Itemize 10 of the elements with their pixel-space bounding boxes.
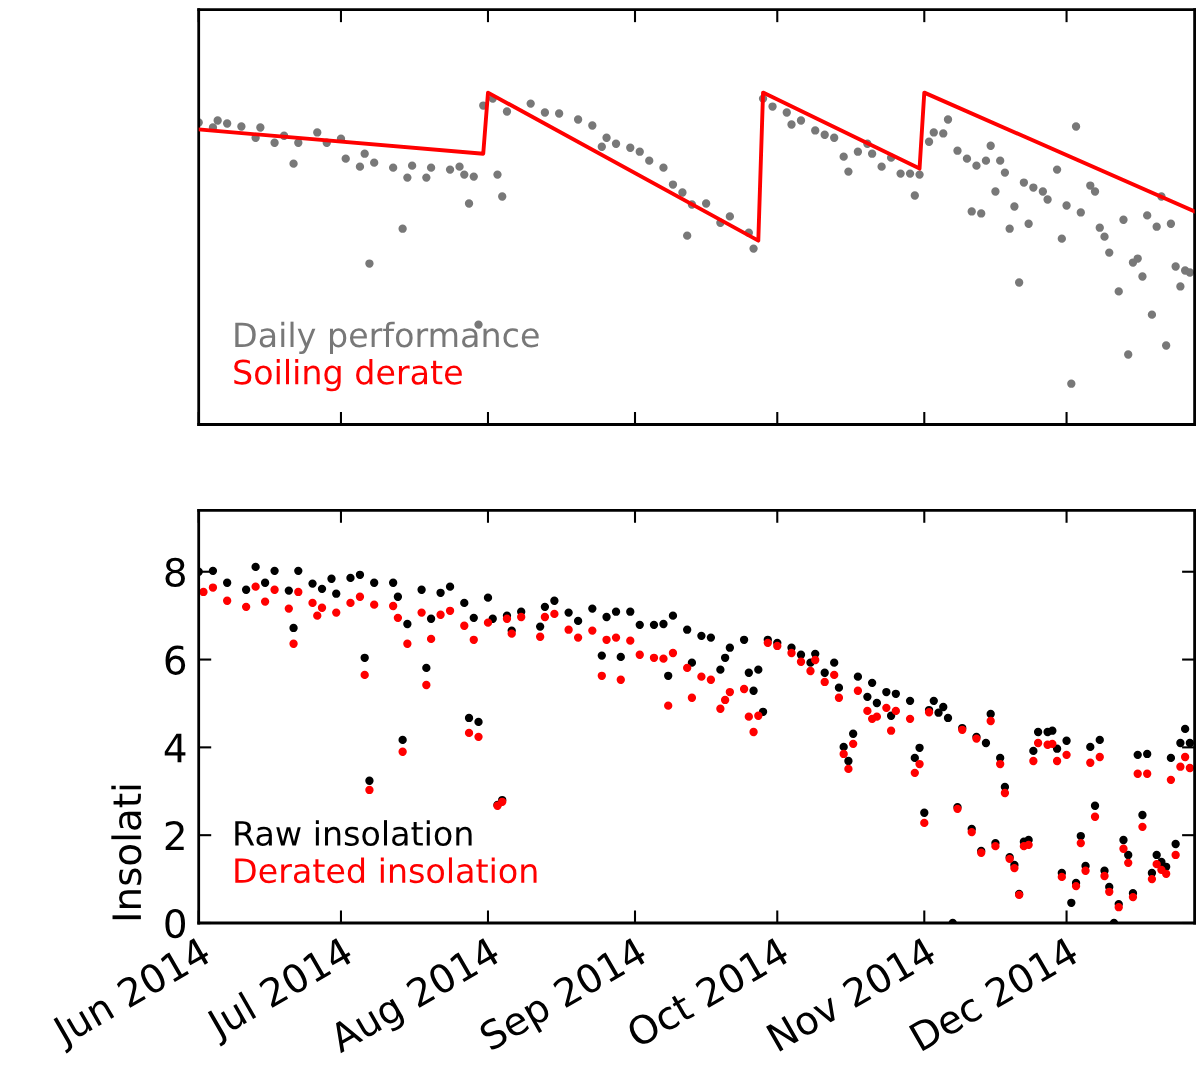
y-tick-label: 2	[165, 821, 184, 850]
y-tick-label: 0	[165, 908, 186, 939]
y-tick-label: 8	[165, 557, 185, 588]
y-axis-title: Insolati	[111, 785, 142, 920]
series-label: Raw insolation	[235, 820, 472, 846]
series-label: Daily performance	[235, 321, 539, 354]
text: Soiling derate	[234, 358, 462, 392]
y-tick-label: 4	[164, 733, 186, 763]
y-tick-label: 6	[165, 645, 186, 675]
series-label: Derated insolation	[235, 857, 537, 884]
